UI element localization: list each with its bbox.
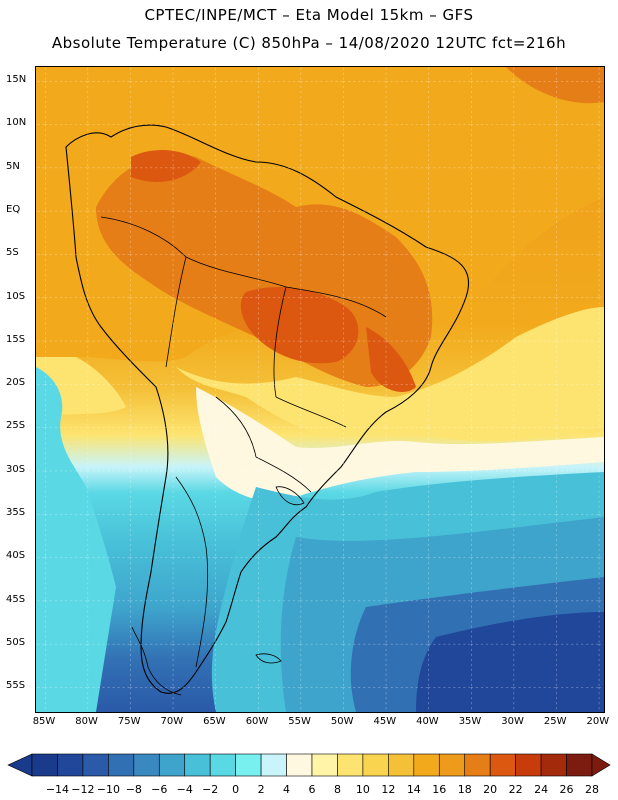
latitude-label: EQ [6, 203, 21, 215]
longitude-label: 60W [245, 716, 269, 727]
temperature-colorbar [7, 753, 611, 777]
colorbar-swatch [184, 753, 211, 777]
longitude-label: 35W [458, 716, 482, 727]
longitude-label: 30W [501, 716, 524, 727]
colorbar-tick-label: 6 [308, 783, 316, 796]
colorbar-swatch [260, 753, 287, 777]
colorbar-swatch [566, 753, 593, 777]
colorbar-tick-label: 14 [406, 783, 421, 796]
longitude-label: 75W [117, 716, 141, 727]
map-title-line-2: Absolute Temperature (C) 850hPa – 14/08/… [51, 34, 567, 52]
colorbar-tick-label: 24 [534, 783, 549, 796]
colorbar-swatch [515, 753, 542, 777]
latitude-label: 5S [6, 247, 19, 259]
colorbar-swatch [311, 753, 338, 777]
colorbar-tick-label: 0 [232, 783, 240, 796]
colorbar-tick-label: −12 [71, 783, 95, 796]
colorbar-tick-label: 10 [355, 783, 370, 796]
map-title-line-1: CPTEC/INPE/MCT – Eta Model 15km – GFS [144, 6, 474, 24]
colorbar-tick-label: −6 [151, 783, 168, 796]
colorbar-tick-label: 18 [457, 783, 472, 796]
colorbar-tick-label: 20 [483, 783, 498, 796]
latitude-label: 25S [6, 420, 26, 432]
longitude-label: 45W [373, 716, 397, 727]
longitude-label: 50W [330, 716, 354, 727]
colorbar-tick-label: 16 [432, 783, 447, 796]
colorbar-tick-label: 22 [508, 783, 523, 796]
colorbar-swatch [540, 753, 567, 777]
latitude-label: 10S [6, 290, 26, 302]
latitude-label: 30S [6, 463, 26, 475]
colorbar-tick-label: 12 [381, 783, 396, 796]
temperature-map [35, 66, 605, 713]
colorbar-swatch [235, 753, 262, 777]
colorbar-swatch [286, 753, 313, 777]
colorbar-tick-label: −4 [176, 783, 193, 796]
longitude-label: 20W [586, 716, 610, 727]
colorbar-min-arrow [7, 753, 33, 777]
colorbar-tick-label: 4 [283, 783, 291, 796]
latitude-label: 45S [6, 593, 26, 605]
colorbar-swatch [337, 753, 364, 777]
colorbar-tick-label: 8 [333, 783, 341, 796]
colorbar-swatch [388, 753, 415, 777]
latitude-label: 55S [6, 680, 26, 692]
latitude-label: 5N [6, 160, 20, 172]
colorbar-swatch [57, 753, 84, 777]
colorbar-tick-label: 2 [257, 783, 265, 796]
longitude-label: 70W [160, 716, 184, 727]
colorbar-tick-label: 28 [585, 783, 599, 796]
colorbar-tick-label: −2 [202, 783, 219, 796]
colorbar-swatch [82, 753, 109, 777]
latitude-label: 40S [6, 550, 26, 562]
colorbar-tick-label: 26 [559, 783, 574, 796]
colorbar-swatch [209, 753, 236, 777]
lat-lon-grid [36, 67, 604, 712]
longitude-label: 25W [543, 716, 567, 727]
longitude-label: 65W [203, 716, 226, 727]
colorbar-swatch [413, 753, 440, 777]
latitude-label: 35S [6, 507, 26, 518]
longitude-label: 40W [416, 716, 439, 727]
colorbar-swatch [108, 753, 135, 777]
latitude-label: 10N [6, 117, 27, 129]
longitude-label: 85W [32, 716, 56, 727]
colorbar-swatch [438, 753, 466, 777]
temperature-field [36, 67, 604, 712]
latitude-label: 50S [6, 636, 26, 648]
colorbar-swatch [362, 753, 389, 777]
longitude-label: 80W [75, 716, 98, 727]
colorbar-swatch [464, 753, 491, 777]
colorbar-tick-label: −14 [45, 783, 70, 796]
latitude-label: 20S [6, 377, 26, 389]
colorbar-tick-label: −10 [96, 783, 120, 796]
colorbar-swatch [133, 753, 160, 777]
latitude-label: 15N [6, 74, 27, 85]
latitude-label: 15S [6, 333, 26, 345]
colorbar-swatch [489, 753, 516, 777]
colorbar-tick-label: −8 [125, 783, 142, 796]
colorbar-swatch [158, 753, 186, 777]
colorbar-max-arrow [591, 753, 611, 777]
colorbar-swatch [31, 753, 58, 777]
longitude-label: 55W [288, 716, 311, 727]
